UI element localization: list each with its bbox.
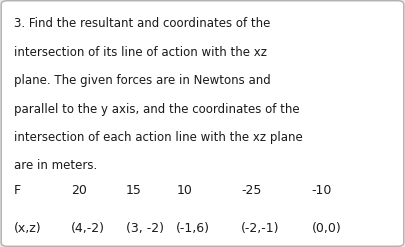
Text: (4,-2): (4,-2) <box>71 222 105 235</box>
Text: intersection of each action line with the xz plane: intersection of each action line with th… <box>14 131 303 144</box>
Text: are in meters.: are in meters. <box>14 159 98 172</box>
Text: (x,z): (x,z) <box>14 222 42 235</box>
Text: plane. The given forces are in Newtons and: plane. The given forces are in Newtons a… <box>14 74 271 87</box>
Text: (-1,6): (-1,6) <box>176 222 210 235</box>
Text: (-2,-1): (-2,-1) <box>241 222 279 235</box>
Text: -10: -10 <box>312 184 332 197</box>
Text: intersection of its line of action with the xz: intersection of its line of action with … <box>14 46 267 59</box>
Text: -25: -25 <box>241 184 261 197</box>
Text: (0,0): (0,0) <box>312 222 341 235</box>
Text: (3, -2): (3, -2) <box>126 222 164 235</box>
Text: parallel to the y axis, and the coordinates of the: parallel to the y axis, and the coordina… <box>14 103 300 116</box>
Text: 15: 15 <box>126 184 141 197</box>
Text: 20: 20 <box>71 184 87 197</box>
Text: 3. Find the resultant and coordinates of the: 3. Find the resultant and coordinates of… <box>14 17 271 30</box>
Text: F: F <box>14 184 21 197</box>
Text: 10: 10 <box>176 184 192 197</box>
